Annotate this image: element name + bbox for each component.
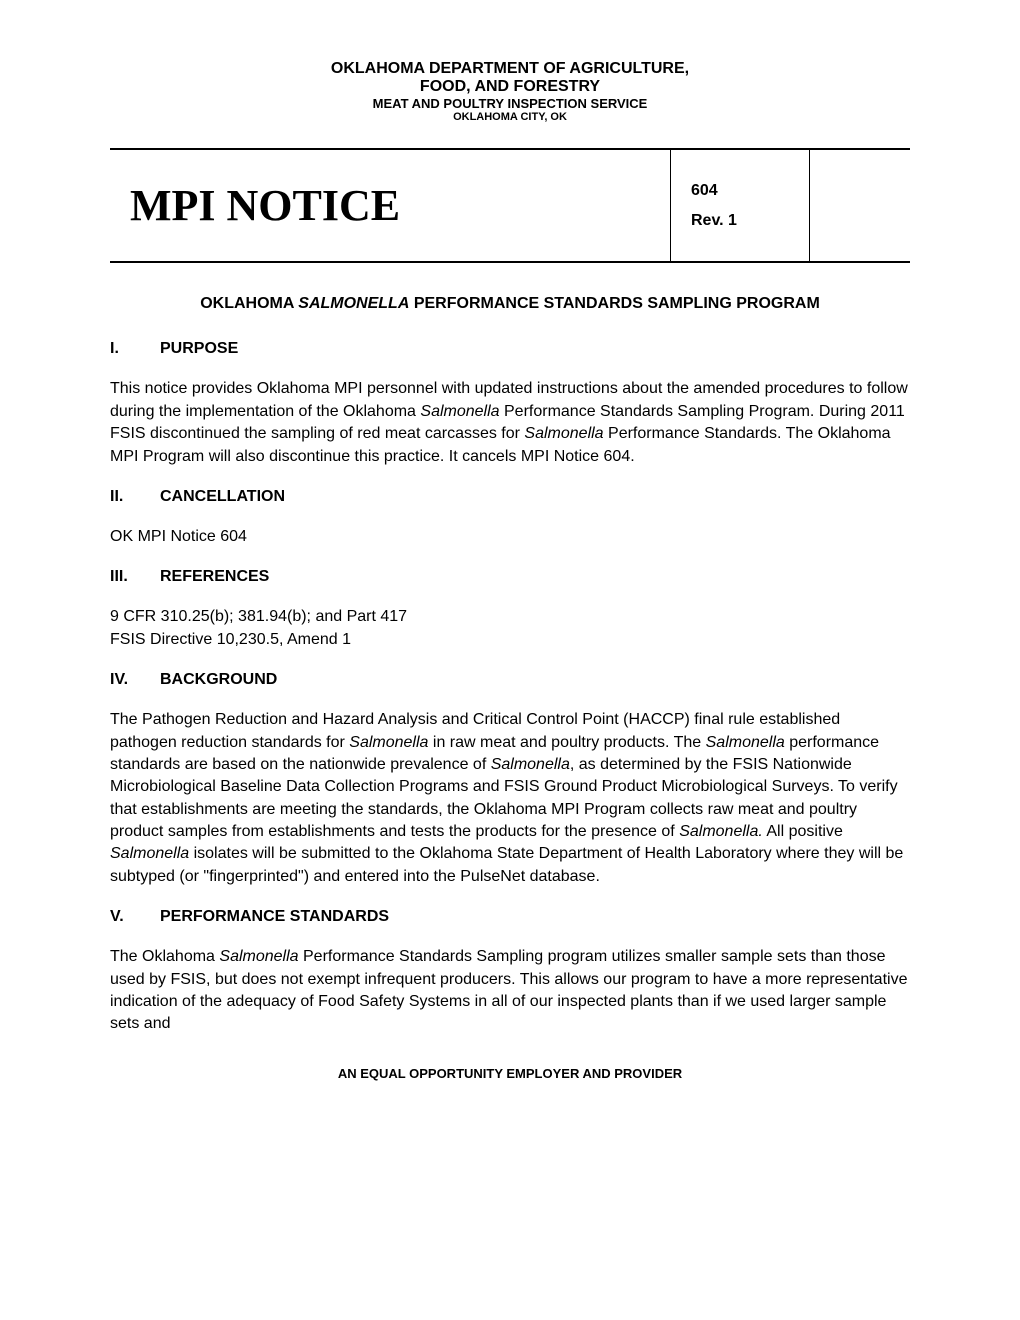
notice-number: 604: [691, 182, 789, 200]
background-italic-3: Salmonella: [491, 756, 570, 773]
header-agency-line2: FOOD, AND FORESTRY: [110, 78, 910, 96]
section-cancellation-body: OK MPI Notice 604: [110, 526, 910, 548]
section-performance-num: V.: [110, 908, 160, 926]
background-text-5: All positive: [763, 823, 843, 840]
section-background-heading: IV. BACKGROUND: [110, 671, 910, 689]
notice-number-cell: 604 Rev. 1: [670, 150, 810, 261]
notice-revision: Rev. 1: [691, 212, 789, 230]
background-italic-1: Salmonella: [349, 734, 428, 751]
section-performance-label: PERFORMANCE STANDARDS: [160, 908, 389, 926]
section-purpose-num: I.: [110, 340, 160, 358]
performance-text-1: The Oklahoma: [110, 948, 219, 965]
title-italic: SALMONELLA: [298, 295, 409, 312]
section-references-heading: III. REFERENCES: [110, 568, 910, 586]
background-italic-5: Salmonella: [110, 845, 189, 862]
section-cancellation-heading: II. CANCELLATION: [110, 488, 910, 506]
references-line-1: 9 CFR 310.25(b); 381.94(b); and Part 417: [110, 606, 910, 628]
document-title: OKLAHOMA SALMONELLA PERFORMANCE STANDARD…: [110, 293, 910, 315]
title-prefix: OKLAHOMA: [200, 295, 298, 312]
header-service-line: MEAT AND POULTRY INSPECTION SERVICE: [110, 96, 910, 111]
section-performance-body: The Oklahoma Salmonella Performance Stan…: [110, 946, 910, 1036]
notice-empty-cell: [810, 150, 910, 261]
section-references-label: REFERENCES: [160, 568, 269, 586]
footer-text: AN EQUAL OPPORTUNITY EMPLOYER AND PROVID…: [110, 1066, 910, 1081]
section-references-body: 9 CFR 310.25(b); 381.94(b); and Part 417…: [110, 606, 910, 651]
document-header: OKLAHOMA DEPARTMENT OF AGRICULTURE, FOOD…: [110, 60, 910, 123]
section-references-num: III.: [110, 568, 160, 586]
section-performance-heading: V. PERFORMANCE STANDARDS: [110, 908, 910, 926]
purpose-italic-1: Salmonella: [420, 403, 499, 420]
references-line-2: FSIS Directive 10,230.5, Amend 1: [110, 629, 910, 651]
title-suffix: PERFORMANCE STANDARDS SAMPLING PROGRAM: [409, 295, 819, 312]
section-purpose-label: PURPOSE: [160, 340, 238, 358]
section-background-body: The Pathogen Reduction and Hazard Analys…: [110, 709, 910, 888]
section-cancellation-label: CANCELLATION: [160, 488, 285, 506]
notice-title: MPI NOTICE: [110, 150, 670, 261]
background-text-6: isolates will be submitted to the Oklaho…: [110, 845, 903, 884]
notice-header-bar: MPI NOTICE 604 Rev. 1: [110, 148, 910, 263]
performance-italic-1: Salmonella: [219, 948, 298, 965]
background-text-2: in raw meat and poultry products. The: [428, 734, 705, 751]
header-location-line: OKLAHOMA CITY, OK: [110, 111, 910, 123]
section-background-num: IV.: [110, 671, 160, 689]
section-purpose-body: This notice provides Oklahoma MPI person…: [110, 378, 910, 468]
purpose-italic-2: Salmonella: [524, 425, 603, 442]
background-italic-4: Salmonella.: [679, 823, 763, 840]
section-background-label: BACKGROUND: [160, 671, 277, 689]
section-purpose-heading: I. PURPOSE: [110, 340, 910, 358]
section-cancellation-num: II.: [110, 488, 160, 506]
background-italic-2: Salmonella: [706, 734, 785, 751]
header-agency-line1: OKLAHOMA DEPARTMENT OF AGRICULTURE,: [110, 60, 910, 78]
